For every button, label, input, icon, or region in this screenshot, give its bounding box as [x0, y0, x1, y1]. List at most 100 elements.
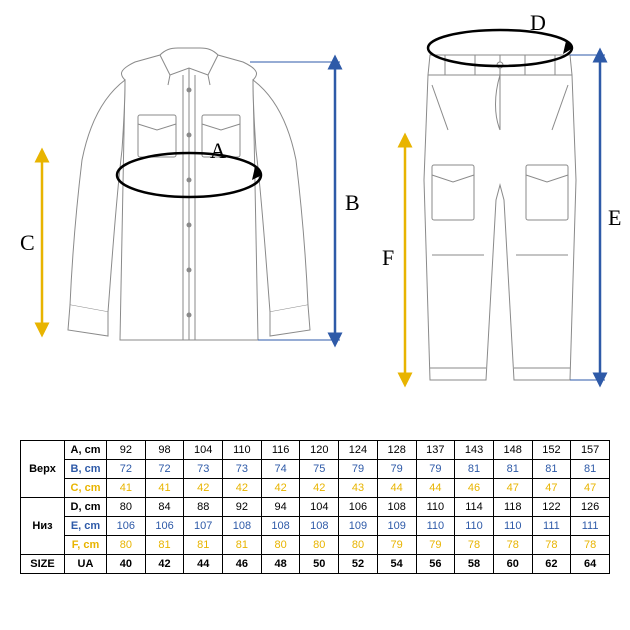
- size-cell: 94: [261, 498, 300, 517]
- size-value: 60: [493, 555, 532, 574]
- size-cell: 42: [184, 479, 223, 498]
- size-cell: 110: [416, 498, 455, 517]
- size-cell: 78: [493, 536, 532, 555]
- size-cell: 124: [339, 441, 378, 460]
- size-table: ВерхA, cm9298104110116120124128137143148…: [20, 440, 610, 574]
- size-value: 62: [532, 555, 571, 574]
- size-cell: 110: [493, 517, 532, 536]
- size-value: 52: [339, 555, 378, 574]
- size-cell: 81: [493, 460, 532, 479]
- measure-f-arrow: F: [382, 140, 405, 380]
- size-cell: 79: [377, 536, 416, 555]
- size-cell: 143: [455, 441, 494, 460]
- size-cell: 74: [261, 460, 300, 479]
- size-cell: 42: [300, 479, 339, 498]
- size-cell: 110: [223, 441, 262, 460]
- size-cell: 75: [300, 460, 339, 479]
- group-bottom-label: Низ: [21, 498, 65, 555]
- size-cell: 80: [339, 536, 378, 555]
- size-value: 46: [223, 555, 262, 574]
- size-cell: 118: [493, 498, 532, 517]
- size-cell: 72: [145, 460, 184, 479]
- size-cell: 109: [377, 517, 416, 536]
- size-value: 54: [377, 555, 416, 574]
- size-cell: 47: [493, 479, 532, 498]
- size-cell: 73: [184, 460, 223, 479]
- size-value: 64: [571, 555, 610, 574]
- size-cell: 128: [377, 441, 416, 460]
- size-cell: 78: [455, 536, 494, 555]
- size-cell: 114: [455, 498, 494, 517]
- size-cell: 122: [532, 498, 571, 517]
- size-cell: 78: [532, 536, 571, 555]
- size-cell: 106: [339, 498, 378, 517]
- size-cell: 108: [223, 517, 262, 536]
- size-cell: 78: [571, 536, 610, 555]
- size-cell: 92: [223, 498, 262, 517]
- size-cell: 108: [300, 517, 339, 536]
- garment-diagram: A B C: [0, 0, 630, 420]
- size-cell: 92: [107, 441, 146, 460]
- size-cell: 137: [416, 441, 455, 460]
- label-d: D: [530, 10, 546, 35]
- size-value: 48: [261, 555, 300, 574]
- label-a: A: [210, 138, 226, 163]
- size-cell: 110: [416, 517, 455, 536]
- size-cell: 42: [223, 479, 262, 498]
- size-cell: 120: [300, 441, 339, 460]
- size-row-label: SIZE: [21, 555, 65, 574]
- size-cell: 88: [184, 498, 223, 517]
- size-cell: 81: [184, 536, 223, 555]
- size-value: 58: [455, 555, 494, 574]
- size-cell: 41: [107, 479, 146, 498]
- size-cell: 108: [261, 517, 300, 536]
- label-e: E: [608, 205, 621, 230]
- size-cell: 107: [184, 517, 223, 536]
- size-cell: 126: [571, 498, 610, 517]
- size-row-sub: UA: [65, 555, 107, 574]
- size-cell: 43: [339, 479, 378, 498]
- size-cell: 72: [107, 460, 146, 479]
- size-cell: 108: [377, 498, 416, 517]
- trousers-outline: [424, 55, 576, 380]
- size-cell: 46: [455, 479, 494, 498]
- size-cell: 81: [532, 460, 571, 479]
- size-table-container: ВерхA, cm9298104110116120124128137143148…: [20, 440, 610, 574]
- size-value: 56: [416, 555, 455, 574]
- size-cell: 80: [261, 536, 300, 555]
- size-cell: 157: [571, 441, 610, 460]
- size-cell: 80: [107, 536, 146, 555]
- size-cell: 44: [377, 479, 416, 498]
- row-label: D, cm: [65, 498, 107, 517]
- size-value: 42: [145, 555, 184, 574]
- size-cell: 44: [416, 479, 455, 498]
- size-cell: 111: [532, 517, 571, 536]
- size-cell: 106: [145, 517, 184, 536]
- size-cell: 84: [145, 498, 184, 517]
- size-cell: 80: [107, 498, 146, 517]
- jacket-outline: [68, 48, 310, 340]
- label-c: C: [20, 230, 35, 255]
- size-cell: 79: [416, 460, 455, 479]
- label-b: B: [345, 190, 360, 215]
- size-cell: 116: [261, 441, 300, 460]
- size-cell: 81: [145, 536, 184, 555]
- label-f: F: [382, 245, 394, 270]
- size-value: 40: [107, 555, 146, 574]
- size-cell: 148: [493, 441, 532, 460]
- row-label: C, cm: [65, 479, 107, 498]
- size-cell: 73: [223, 460, 262, 479]
- size-cell: 104: [300, 498, 339, 517]
- size-cell: 79: [377, 460, 416, 479]
- row-label: E, cm: [65, 517, 107, 536]
- size-cell: 152: [532, 441, 571, 460]
- size-cell: 104: [184, 441, 223, 460]
- size-cell: 42: [261, 479, 300, 498]
- row-label: A, cm: [65, 441, 107, 460]
- size-cell: 79: [416, 536, 455, 555]
- size-cell: 79: [339, 460, 378, 479]
- size-cell: 109: [339, 517, 378, 536]
- size-cell: 80: [300, 536, 339, 555]
- size-cell: 106: [107, 517, 146, 536]
- group-top-label: Верх: [21, 441, 65, 498]
